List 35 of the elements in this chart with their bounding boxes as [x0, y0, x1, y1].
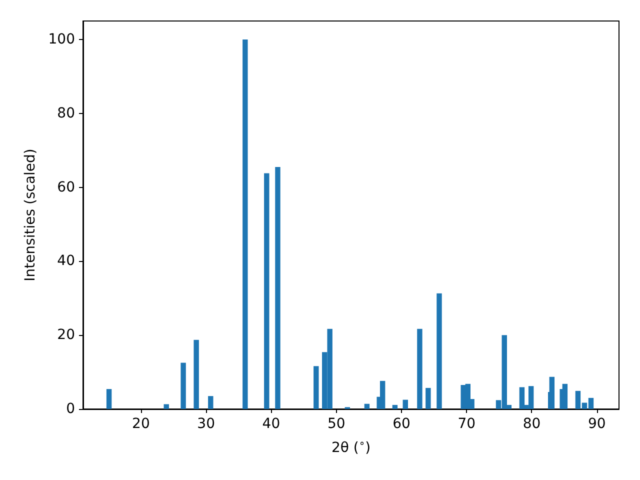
bar — [275, 166, 280, 409]
bar — [519, 387, 525, 409]
bar — [562, 384, 568, 409]
y-tick-label: 80 — [57, 105, 75, 122]
x-tick-label: 40 — [262, 416, 280, 432]
y-axis-title: Intensities (scaled) — [22, 148, 38, 282]
bar — [194, 340, 199, 409]
bar — [364, 404, 370, 409]
bar — [264, 173, 270, 409]
bar — [208, 396, 214, 409]
bar — [426, 388, 431, 409]
bar — [106, 389, 112, 409]
bar — [392, 404, 398, 409]
bar — [436, 293, 442, 409]
bar — [164, 404, 169, 409]
x-tick-label: 50 — [327, 416, 346, 432]
bar — [180, 362, 186, 409]
bar — [314, 366, 319, 409]
bar — [417, 328, 422, 409]
x-tick-label: 30 — [197, 416, 216, 432]
x-tick-label: 90 — [588, 416, 606, 432]
y-tick-label: 100 — [48, 31, 75, 48]
x-axis-title: 2θ (∘) — [331, 438, 371, 456]
bar — [402, 400, 408, 409]
y-tick-label: 40 — [57, 253, 75, 270]
y-tick-label: 20 — [57, 327, 75, 344]
x-tick-label: 20 — [132, 416, 150, 432]
x-tick-label: 60 — [392, 416, 410, 432]
y-tick-label: 0 — [66, 401, 75, 417]
x-tick-label: 70 — [458, 416, 476, 432]
bar — [549, 376, 555, 409]
bar — [242, 39, 248, 409]
y-tick-label: 60 — [57, 179, 75, 196]
x-tick-label: 80 — [522, 416, 541, 432]
bar — [380, 380, 386, 409]
